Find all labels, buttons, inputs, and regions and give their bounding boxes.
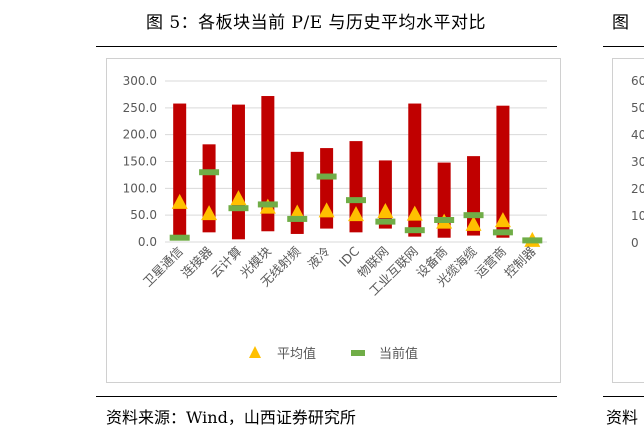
average-marker bbox=[494, 212, 511, 228]
average-marker bbox=[465, 215, 482, 231]
average-marker bbox=[406, 205, 423, 221]
current-marker bbox=[434, 216, 455, 223]
average-marker bbox=[289, 204, 306, 220]
current-marker bbox=[169, 234, 190, 241]
pe-comparison-chart: 0.0 50.0 100.0 150.0 200.0 250.0 300.0 卫星通信连接器… bbox=[123, 74, 547, 362]
range-bar bbox=[349, 141, 363, 233]
legend-current-marker bbox=[351, 350, 365, 356]
current-marker bbox=[228, 205, 249, 212]
x-tick-label: 卫星通信 bbox=[140, 244, 186, 290]
current-markers bbox=[169, 169, 543, 244]
range-bar bbox=[408, 103, 422, 237]
legend-average-marker bbox=[249, 346, 261, 358]
y-tick-label: 300.0 bbox=[123, 74, 157, 88]
source-note: 资料来源：Wind，山西证券研究所 bbox=[106, 408, 356, 427]
current-marker bbox=[199, 169, 220, 176]
current-marker bbox=[492, 229, 513, 236]
right-source-fragment: 资料 bbox=[606, 408, 639, 427]
average-marker bbox=[348, 206, 364, 222]
legend: 平均值 当前值 bbox=[249, 346, 418, 362]
right-tick-label: 50 bbox=[631, 101, 644, 115]
y-axis-ticks: 0.0 50.0 100.0 150.0 200.0 250.0 300.0 bbox=[123, 74, 157, 249]
average-marker bbox=[318, 202, 335, 218]
y-tick-label: 200.0 bbox=[123, 128, 157, 142]
x-tick-label: 液冷 bbox=[304, 244, 332, 272]
right-tick-label: 0 bbox=[631, 236, 639, 250]
average-marker bbox=[377, 202, 394, 218]
current-marker bbox=[463, 212, 484, 219]
current-marker bbox=[287, 215, 308, 222]
right-top-rule bbox=[603, 46, 644, 47]
legend-current-label: 当前值 bbox=[379, 346, 418, 362]
right-tick-label: 40 bbox=[631, 128, 644, 142]
right-tick-label: 30 bbox=[631, 155, 644, 169]
right-chart-frame-fragment bbox=[612, 58, 644, 383]
top-rule bbox=[96, 46, 557, 47]
average-marker bbox=[201, 205, 218, 221]
range-bar bbox=[378, 160, 392, 229]
current-marker bbox=[404, 227, 425, 234]
y-tick-label: 250.0 bbox=[123, 101, 157, 115]
average-marker bbox=[171, 193, 188, 209]
range-bar bbox=[202, 144, 216, 233]
right-tick-label: 20 bbox=[631, 182, 644, 196]
current-marker bbox=[522, 237, 543, 244]
y-tick-label: 100.0 bbox=[123, 181, 157, 195]
current-marker bbox=[375, 218, 396, 225]
current-marker bbox=[346, 197, 366, 204]
range-bar bbox=[173, 103, 187, 238]
average-marker bbox=[230, 190, 247, 206]
range-bar bbox=[261, 96, 275, 232]
average-markers bbox=[171, 190, 541, 247]
right-bottom-rule bbox=[603, 396, 644, 397]
y-tick-label: 150.0 bbox=[123, 155, 157, 169]
range-bar bbox=[320, 148, 334, 229]
x-tick-label: 运营商 bbox=[472, 244, 509, 281]
current-marker bbox=[257, 201, 278, 208]
current-marker bbox=[316, 173, 337, 180]
figure-title: 图 5：各板块当前 P/E 与历史平均水平对比 bbox=[145, 13, 487, 33]
right-figure-title-fragment: 图 bbox=[612, 13, 629, 33]
chart-frame: 0.0 50.0 100.0 150.0 200.0 250.0 300.0 卫星通信 连接器… bbox=[106, 58, 561, 383]
range-bar bbox=[231, 104, 245, 240]
x-tick-label: 连接器 bbox=[178, 243, 215, 280]
legend-average-label: 平均值 bbox=[277, 346, 316, 362]
y-tick-label: 50.0 bbox=[130, 208, 157, 222]
x-tick-label: 控制器 bbox=[501, 243, 538, 280]
x-tick-label: 云计算 bbox=[207, 244, 244, 281]
y-tick-label: 0.0 bbox=[138, 235, 157, 249]
right-tick-label: 10 bbox=[631, 209, 644, 223]
range-bars bbox=[173, 96, 510, 240]
right-tick-label: 60 bbox=[631, 74, 644, 88]
bottom-rule bbox=[96, 396, 557, 397]
range-bar bbox=[496, 105, 510, 238]
